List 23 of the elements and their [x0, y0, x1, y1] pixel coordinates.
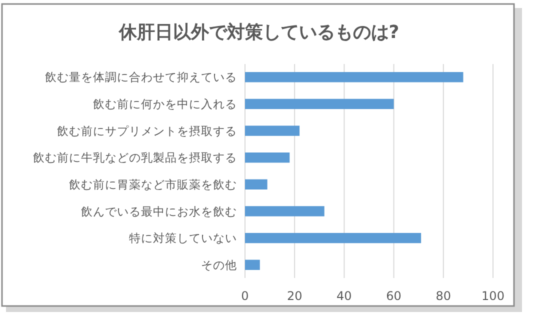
bar [245, 206, 324, 216]
bar [245, 232, 422, 244]
x-tick-label: 80 [436, 289, 452, 303]
y-tick-label: 飲む前に胃薬など市販薬を飲む [69, 177, 237, 192]
x-tick-label: 60 [386, 289, 402, 303]
bar [245, 98, 394, 110]
x-tick-label: 40 [336, 289, 352, 303]
bar [245, 179, 268, 190]
bar [245, 126, 300, 136]
x-tick-label: 100 [482, 289, 504, 303]
y-tick-label: 飲む前に牛乳などの乳製品を摂取する [33, 150, 237, 165]
y-tick-label: 飲んでいる最中にお水を飲む [81, 204, 237, 218]
bar [245, 72, 464, 82]
bar [245, 152, 290, 163]
y-tick-label: 特に対策していない [129, 231, 237, 246]
chart-title: 休肝日以外で対策しているものは? [118, 22, 400, 43]
bar [245, 260, 260, 270]
x-tick-label: 20 [286, 289, 302, 303]
x-tick-label: 0 [241, 289, 249, 303]
y-tick-label: その他 [201, 258, 237, 272]
y-tick-label: 飲む前に何かを中に入れる [93, 96, 237, 111]
y-tick-label: 飲む前にサプリメントを摂取する [57, 124, 237, 138]
y-tick-label: 飲む量を体調に合わせて抑えている [45, 70, 237, 84]
